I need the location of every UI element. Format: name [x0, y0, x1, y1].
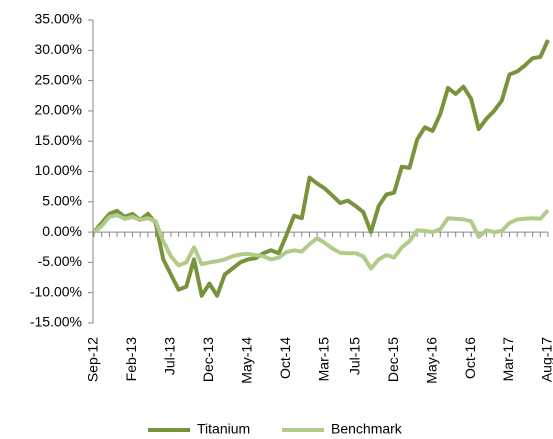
x-tick-label: Jul-13	[162, 337, 178, 375]
y-tick-label: 25.00%	[35, 71, 82, 87]
y-tick-label: 15.00%	[35, 132, 82, 148]
legend-label: Benchmark	[331, 421, 403, 437]
legend-label: Titanium	[197, 421, 250, 437]
x-tick-label: Aug-17	[539, 337, 553, 382]
x-tick-label: Sep-12	[85, 337, 101, 382]
x-tick-label: Oct-16	[462, 337, 478, 379]
y-tick-label: 20.00%	[35, 102, 82, 118]
x-tick-label: Oct-14	[277, 337, 293, 379]
x-tick-label: May-14	[239, 337, 255, 384]
y-tick-label: -10.00%	[30, 283, 82, 299]
y-tick-label: 30.00%	[35, 41, 82, 57]
series-line	[92, 208, 550, 271]
x-tick-label: May-16	[423, 337, 439, 384]
y-tick-label: -15.00%	[30, 314, 82, 330]
y-tick-label: 10.00%	[35, 162, 82, 178]
y-tick-label: -5.00%	[38, 253, 82, 269]
x-tick-label: Dec-15	[385, 337, 401, 382]
x-tick-label: Dec-13	[200, 337, 216, 382]
y-tick-label: 0.00%	[42, 223, 82, 239]
x-tick-label: Jul-15	[346, 337, 362, 375]
series-line	[92, 39, 550, 298]
y-tick-label: 5.00%	[42, 193, 82, 209]
x-tick-label: Mar-15	[316, 337, 332, 382]
x-tick-label: Feb-13	[123, 337, 139, 382]
x-tick-label: Mar-17	[500, 337, 516, 382]
y-tick-label: 35.00%	[35, 11, 82, 27]
